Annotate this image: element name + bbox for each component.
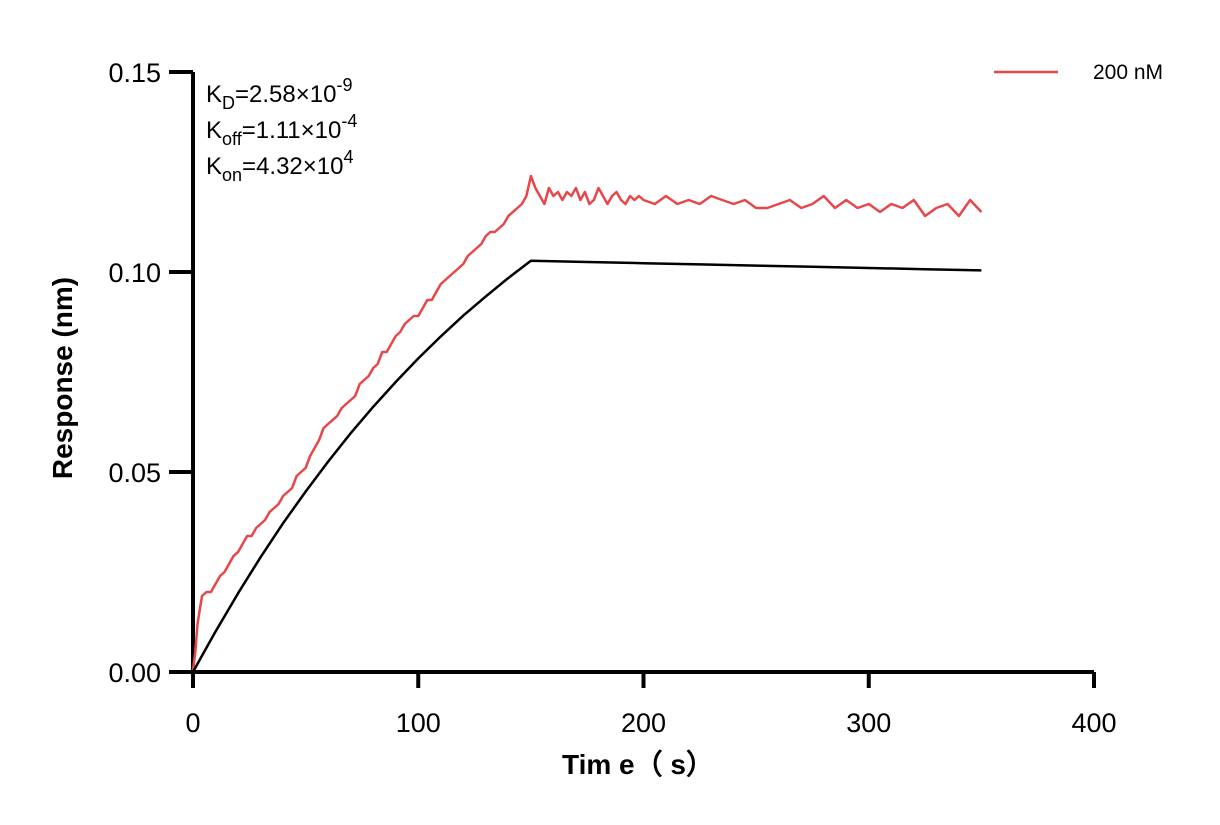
x-tick-label: 300 xyxy=(846,708,891,738)
legend-label: 200 nM xyxy=(1093,61,1163,84)
x-tick-label: 200 xyxy=(621,708,666,738)
y-axis-title: Response (nm) xyxy=(47,277,78,479)
y-tick-label: 0.15 xyxy=(108,58,161,88)
annotation-line: Kon=4.32×104 xyxy=(206,147,354,185)
annotation-line: Koff=1.11×10-4 xyxy=(206,111,357,149)
x-tick-label: 0 xyxy=(185,708,200,738)
axes: 0 100 200 300 400 0.00 0.05 0.10 0.15 xyxy=(108,58,1116,738)
y-tick-label: 0.00 xyxy=(108,658,161,688)
y-tick-label: 0.10 xyxy=(108,258,161,288)
x-tick-label: 400 xyxy=(1071,708,1116,738)
fit-curve-line xyxy=(191,259,982,673)
y-tick-label: 0.05 xyxy=(108,458,161,488)
series-line-200nm xyxy=(191,174,983,671)
series-layer xyxy=(191,174,983,673)
annotation-line: KD=2.58×10-9 xyxy=(206,75,352,113)
legend: 200 nM xyxy=(994,61,1163,84)
x-axis-title: Tim e（ s） xyxy=(562,748,714,780)
x-tick-label: 100 xyxy=(396,708,441,738)
